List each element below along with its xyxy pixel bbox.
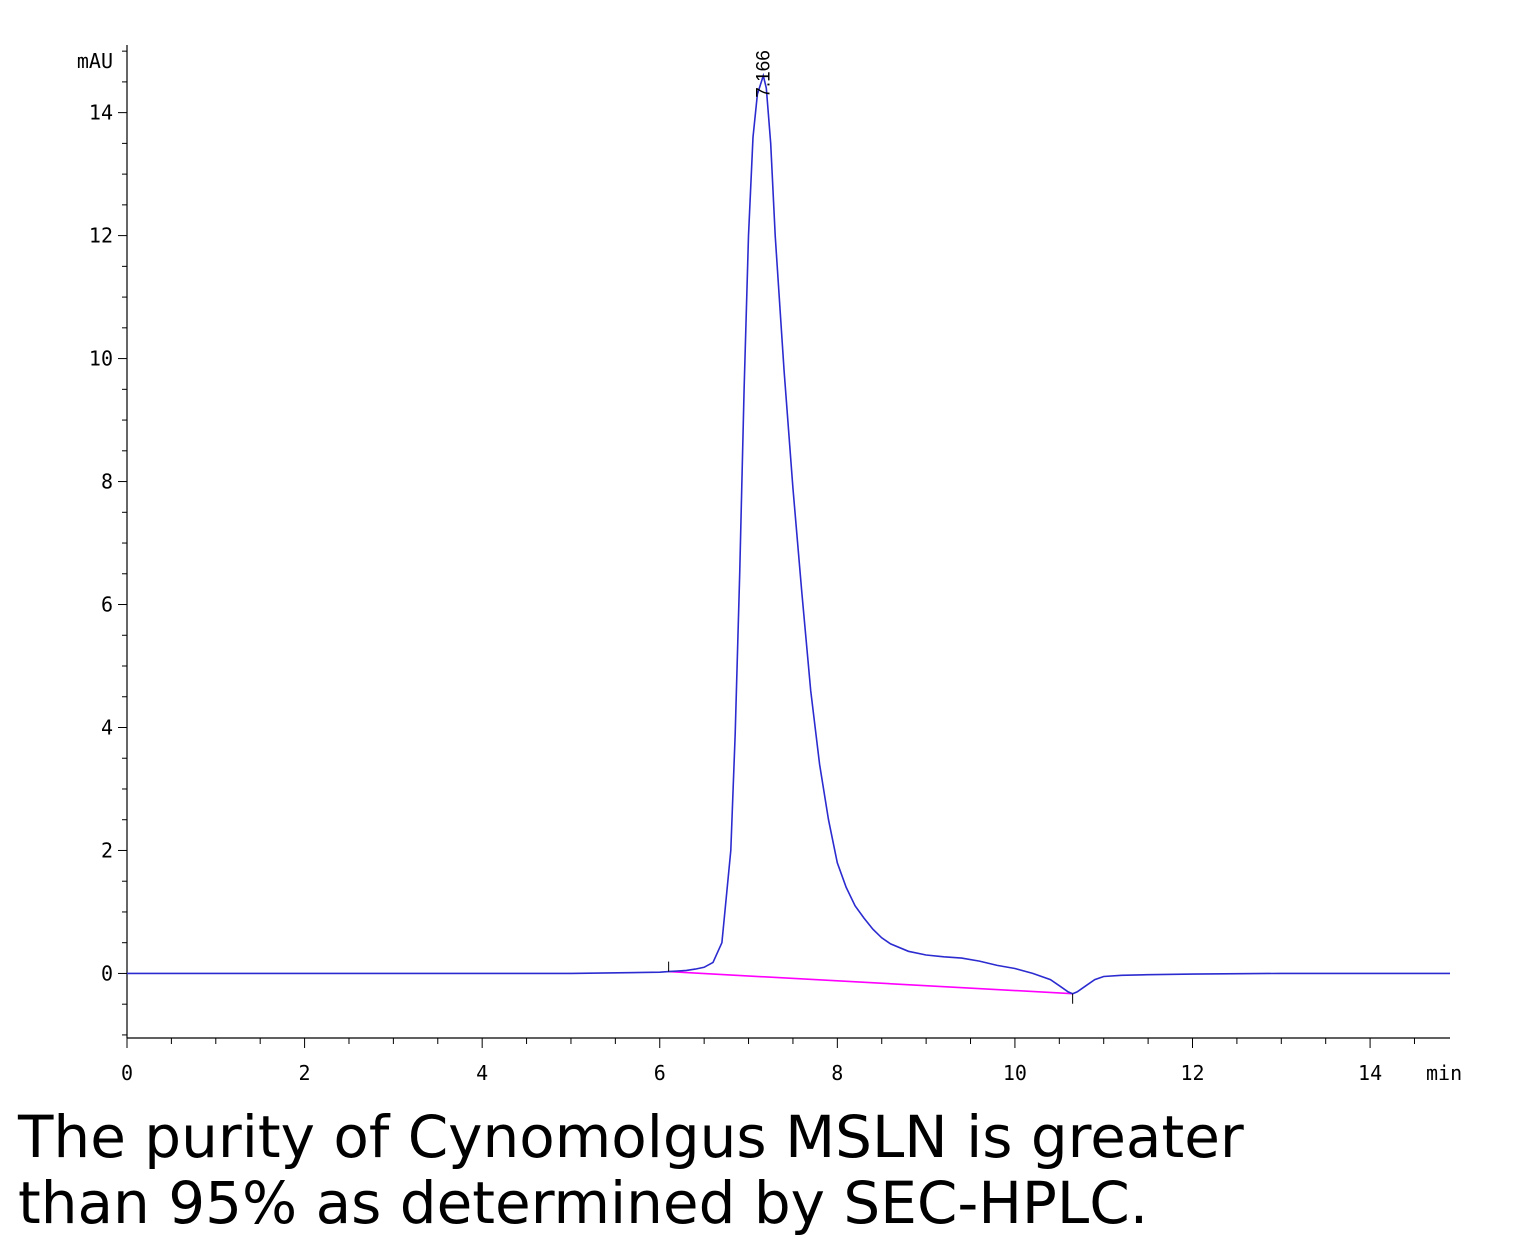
caption-line-2: than 95% as determined by SEC-HPLC. [18,1169,1149,1237]
x-tick-label: 2 [299,1061,311,1085]
integration-baseline-line [668,970,1073,995]
caption-line-1: The purity of Cynomolgus MSLN is greater [18,1103,1244,1171]
chart-axes: 0 2 4 6 8 10 12 14 0 2 4 6 8 10 12 14 mAU min [77,45,1462,1085]
signal-series-line [127,72,1450,995]
peak-retention-label: 7.166 [753,50,774,98]
y-tick-label: 8 [101,470,113,494]
x-axis-ticks: 0 2 4 6 8 10 12 14 [121,1038,1415,1085]
figure-caption: The purity of Cynomolgus MSLN is greater… [18,1104,1518,1236]
y-tick-label: 0 [101,961,113,985]
x-tick-label: 8 [831,1061,843,1085]
y-axis-ticks: 0 2 4 6 8 10 12 14 [89,50,127,1036]
y-tick-label: 2 [101,838,113,862]
x-axis-label: min [1426,1061,1462,1085]
x-tick-label: 14 [1358,1061,1382,1085]
y-tick-label: 10 [89,347,113,371]
y-tick-label: 14 [89,101,113,125]
y-tick-label: 4 [101,715,113,739]
chromatogram-chart: 0 2 4 6 8 10 12 14 0 2 4 6 8 10 12 14 mAU min 7.166 [77,45,1462,1085]
x-tick-label: 4 [476,1061,488,1085]
y-axis-label: mAU [77,49,113,73]
x-tick-label: 0 [121,1061,133,1085]
x-tick-label: 12 [1180,1061,1204,1085]
y-tick-label: 6 [101,593,113,617]
plot-area: 7.166 [127,50,1450,1004]
x-tick-label: 10 [1003,1061,1027,1085]
y-tick-label: 12 [89,224,113,248]
x-tick-label: 6 [654,1061,666,1085]
